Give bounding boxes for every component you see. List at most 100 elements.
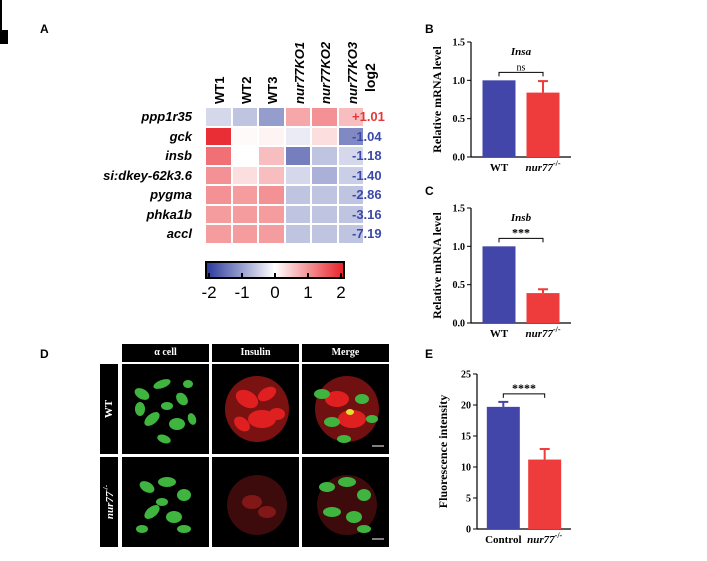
heatmap-cell bbox=[232, 166, 257, 184]
chart-title: Insb bbox=[510, 212, 532, 224]
panel-letter-d: D bbox=[40, 347, 49, 361]
heatmap-cell bbox=[338, 127, 363, 145]
heatmap-cell bbox=[285, 166, 310, 184]
heatmap-colorbar-tick bbox=[340, 273, 342, 279]
heatmap-col-label: WT3 bbox=[265, 76, 280, 104]
heatmap-cell bbox=[285, 127, 310, 145]
y-axis-label: Relative mRNA level bbox=[430, 212, 444, 319]
heatmap-cell bbox=[312, 127, 337, 145]
significance-label: *** bbox=[512, 225, 530, 239]
y-tick-label: 0.0 bbox=[453, 153, 466, 164]
heatmap-log2-header: log2 bbox=[362, 63, 378, 92]
micro-col-merge: Merge bbox=[302, 344, 389, 362]
y-tick-label: 20 bbox=[461, 401, 471, 412]
significance-label: ns bbox=[517, 62, 526, 73]
chart-title: Insa bbox=[510, 46, 532, 58]
heatmap-row-tick bbox=[0, 30, 8, 32]
heatmap-cell bbox=[259, 225, 284, 243]
heatmap-cell bbox=[312, 108, 337, 126]
heatmap-cell bbox=[232, 205, 257, 223]
micro-col-alpha-cell: α cell bbox=[122, 344, 209, 362]
y-tick-label: 15 bbox=[461, 432, 471, 443]
x-tick-label-superscript: -/- bbox=[553, 159, 561, 168]
heatmap-gene-label: phka1b bbox=[146, 206, 192, 222]
heatmap-cell bbox=[206, 108, 231, 126]
heatmap-row-tick bbox=[0, 42, 8, 44]
bar bbox=[482, 80, 516, 157]
y-tick-label: 0.0 bbox=[453, 319, 466, 330]
heatmap-log2-value: -2.86 bbox=[352, 187, 382, 202]
heatmap-row-tick bbox=[0, 38, 8, 40]
heatmap-colorbar-tick-label: 0 bbox=[270, 283, 280, 302]
bar bbox=[528, 459, 562, 529]
significance-bracket bbox=[502, 393, 546, 398]
heatmap-log2-value: -3.16 bbox=[352, 206, 382, 222]
panel-letter-c: C bbox=[425, 184, 434, 198]
heatmap-gene-label: pygma bbox=[150, 187, 192, 202]
y-tick-label: 1.5 bbox=[453, 38, 466, 49]
heatmap-cell bbox=[338, 186, 363, 204]
heatmap-row-tick bbox=[0, 36, 8, 38]
heatmap-cell bbox=[206, 205, 231, 223]
heatmap-cell bbox=[285, 225, 310, 243]
heatmap-gene-label: ppp1r35 bbox=[141, 109, 192, 124]
x-tick-label: nur77-/- bbox=[525, 159, 560, 174]
micro-image-wt-merge bbox=[302, 364, 389, 454]
heatmap-cell bbox=[338, 225, 363, 243]
heatmap-cell bbox=[259, 166, 284, 184]
heatmap-colorbar-tick bbox=[208, 273, 210, 279]
heatmap-gene-label: accl bbox=[166, 226, 192, 241]
heatmap-cell bbox=[259, 186, 284, 204]
micro-image-wt-insulin bbox=[212, 364, 299, 454]
heatmap-cell bbox=[206, 186, 231, 204]
micro-image-nur77-merge bbox=[302, 457, 389, 547]
heatmap-cell bbox=[206, 127, 231, 145]
heatmap-cell bbox=[232, 186, 257, 204]
y-tick-label: 10 bbox=[461, 463, 471, 474]
bar-chart-insa: 0.0 0.5 1.0 1.5 Relative mRNA level Insa WT nur… bbox=[430, 38, 571, 174]
y-axis-label: Relative mRNA level bbox=[430, 46, 444, 153]
panel-letter-a: A bbox=[40, 22, 49, 36]
heatmap-cell bbox=[285, 205, 310, 223]
bar-chart-fluorescence: 0 5 10 15 20 25 Fluorescence intensity Control n… bbox=[436, 370, 571, 546]
heatmap-col-label: WT1 bbox=[212, 76, 227, 104]
heatmap-col-label: WT2 bbox=[238, 76, 254, 104]
bar bbox=[482, 246, 516, 323]
x-tick-label: Control bbox=[485, 534, 521, 546]
heatmap-row-tick bbox=[0, 32, 8, 34]
heatmap-cell bbox=[259, 205, 284, 223]
heatmap-cell bbox=[312, 147, 337, 165]
heatmap-cell bbox=[206, 147, 231, 165]
micro-row-wt: WT bbox=[100, 364, 118, 454]
x-tick-label-text: Control bbox=[485, 534, 521, 546]
heatmap-cell bbox=[232, 127, 257, 145]
panel-letter-b: B bbox=[425, 22, 434, 36]
heatmap-col-tick bbox=[0, 5, 2, 10]
micro-col-insulin: Insulin bbox=[212, 344, 299, 362]
heatmap-colorbar-tick-label: 1 bbox=[303, 283, 313, 302]
x-tick-label: WT bbox=[490, 328, 509, 340]
heatmap-col-label: nur77KO2 bbox=[318, 41, 333, 104]
heatmap-cell bbox=[285, 186, 310, 204]
significance-label: **** bbox=[512, 381, 536, 395]
y-tick-label: 1.5 bbox=[453, 204, 466, 215]
y-tick-label: 0.5 bbox=[453, 280, 466, 291]
heatmap-col-tick bbox=[0, 25, 2, 30]
bar bbox=[486, 406, 520, 529]
heatmap-cell bbox=[232, 147, 257, 165]
microscopy-panel: α cell Insulin Merge WT nur77-/- bbox=[100, 344, 400, 549]
heatmap-cell bbox=[338, 205, 363, 223]
heatmap-cell bbox=[285, 147, 310, 165]
y-tick-label: 1.0 bbox=[453, 76, 466, 87]
bar bbox=[526, 293, 560, 323]
micro-row-wt-label: WT bbox=[103, 399, 115, 419]
heatmap-cell bbox=[312, 225, 337, 243]
heatmap-row-tick bbox=[0, 34, 8, 36]
significance-bracket bbox=[498, 237, 544, 243]
significance-bracket bbox=[498, 71, 544, 77]
heatmap-panel: WT1 WT2 WT3 nur77KO1 nur77KO2 nur77KO3 log2 ppp… bbox=[0, 0, 420, 330]
heatmap-log2-value: -7.19 bbox=[352, 226, 382, 241]
panel-letter-e: E bbox=[425, 347, 434, 361]
y-tick-label: 25 bbox=[461, 370, 471, 381]
x-tick-label: nur77-/- bbox=[527, 531, 562, 546]
